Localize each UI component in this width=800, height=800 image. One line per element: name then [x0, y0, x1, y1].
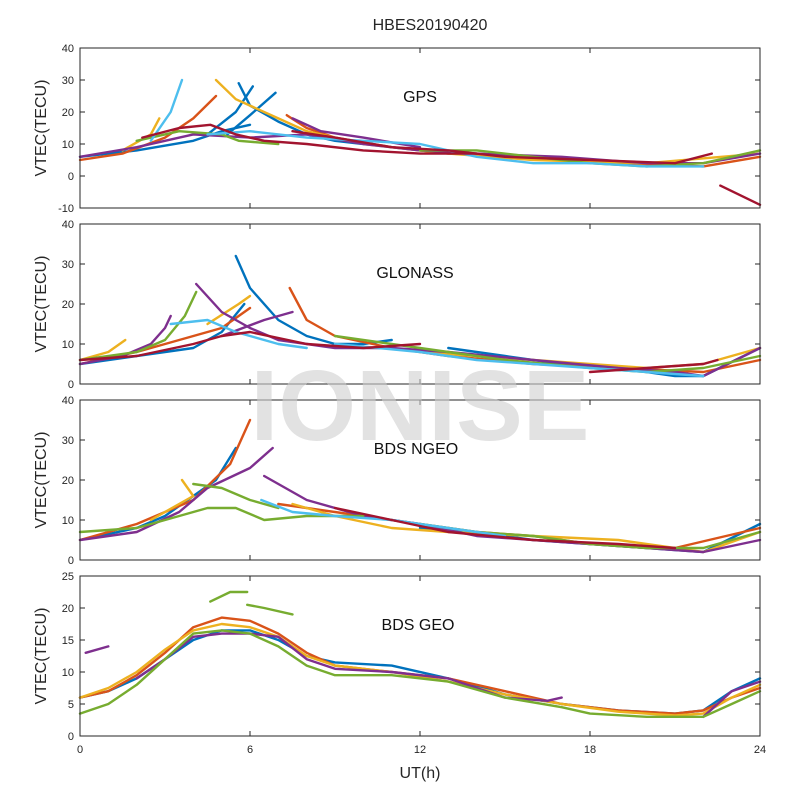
- panel-2: 0 10 20 30 40 VTEC(TECU) GLONASS: [33, 219, 762, 391]
- series-line-15: [333, 342, 705, 378]
- figure-title: HBES20190420: [373, 17, 488, 34]
- y-tick-label: 10: [62, 139, 74, 151]
- y-tick-label: 20: [62, 475, 74, 487]
- series-line-4: [84, 645, 110, 654]
- series-line-16: [291, 130, 713, 165]
- series-line-12: [260, 498, 507, 538]
- y-tick-label: 30: [62, 435, 74, 447]
- series-line-14: [169, 318, 308, 350]
- series-line-12: [78, 290, 198, 362]
- series-line-15: [141, 123, 478, 155]
- panel-label: BDS NGEO: [374, 441, 458, 458]
- y-axis-label: VTEC(TECU): [33, 432, 50, 529]
- series-line-10: [192, 482, 280, 510]
- y-tick-label: 10: [62, 667, 74, 679]
- y-tick-label: 0: [68, 171, 74, 183]
- y-tick-label: 20: [62, 299, 74, 311]
- x-tick-label: 18: [584, 744, 596, 756]
- x-tick-label: 12: [414, 744, 426, 756]
- y-tick-label: 10: [62, 515, 74, 527]
- series-line-10: [195, 282, 762, 378]
- series-line-3: [78, 622, 762, 717]
- plot-area: [80, 576, 760, 736]
- y-tick-label: 5: [68, 699, 74, 711]
- y-axis-label: VTEC(TECU): [33, 256, 50, 353]
- plot-area: [80, 224, 760, 384]
- series-line-17: [588, 358, 719, 374]
- series-line-7: [78, 629, 762, 718]
- series-line-5: [149, 478, 195, 522]
- series-line-7: [206, 294, 252, 326]
- series-line-13: [149, 78, 184, 142]
- series-line-13: [333, 506, 677, 550]
- panel-label: GPS: [403, 89, 437, 106]
- series-line-4: [226, 91, 277, 136]
- y-tick-label: 20: [62, 107, 74, 119]
- x-axis-label: UT(h): [400, 765, 441, 782]
- watermark-text: IONISE: [251, 350, 590, 462]
- series-line-11: [220, 310, 294, 338]
- series-group: [78, 78, 762, 206]
- y-tick-label: -10: [58, 203, 74, 215]
- y-tick-label: 40: [62, 219, 74, 231]
- y-tick-label: 30: [62, 259, 74, 271]
- y-tick-label: 20: [62, 603, 74, 615]
- series-line-6: [78, 338, 127, 362]
- panels: -10 0 10 20 30 40 VTEC(TECU) GPS 0 10 20 30 40 VTEC(T…: [33, 43, 766, 756]
- y-axis-label: VTEC(TECU): [33, 80, 50, 177]
- y-tick-label: 40: [62, 395, 74, 407]
- series-line-3: [237, 82, 365, 146]
- x-tick-label: 6: [247, 744, 253, 756]
- y-tick-label: 15: [62, 635, 74, 647]
- y-tick-label: 0: [68, 379, 74, 391]
- x-tick-label: 24: [754, 744, 766, 756]
- series-group: [78, 590, 762, 718]
- series-line-2: [234, 254, 393, 346]
- series-group: [78, 418, 762, 554]
- y-tick-label: 25: [62, 571, 74, 583]
- y-tick-label: 10: [62, 339, 74, 351]
- y-tick-label: 40: [62, 43, 74, 55]
- y-tick-label: 0: [68, 731, 74, 743]
- plot-area: [80, 400, 760, 560]
- series-line-9: [78, 506, 365, 534]
- panel-label: GLONASS: [376, 265, 453, 282]
- series-line-1: [78, 123, 252, 158]
- y-tick-label: 30: [62, 75, 74, 87]
- series-line-17: [719, 184, 762, 206]
- series-line-7: [78, 446, 274, 542]
- panel-label: BDS GEO: [382, 617, 455, 634]
- panel-1: -10 0 10 20 30 40 VTEC(TECU) GPS: [33, 43, 762, 215]
- series-line-9: [246, 603, 294, 616]
- plot-area: [80, 48, 760, 208]
- y-axis-label: VTEC(TECU): [33, 608, 50, 705]
- series-line-8: [209, 590, 249, 603]
- series-line-16: [78, 330, 422, 362]
- series-line-6: [702, 680, 762, 718]
- x-tick-label: 0: [77, 744, 83, 756]
- y-tick-label: 0: [68, 555, 74, 567]
- series-line-5: [78, 94, 218, 162]
- series-group: [78, 254, 762, 378]
- panel-4: 0 5 10 15 20 25 0 6 12 18 24 VTEC(TECU) BDS GEO: [33, 571, 766, 756]
- panel-3: 0 10 20 30 40 VTEC(TECU) BDS NGEO: [33, 395, 762, 567]
